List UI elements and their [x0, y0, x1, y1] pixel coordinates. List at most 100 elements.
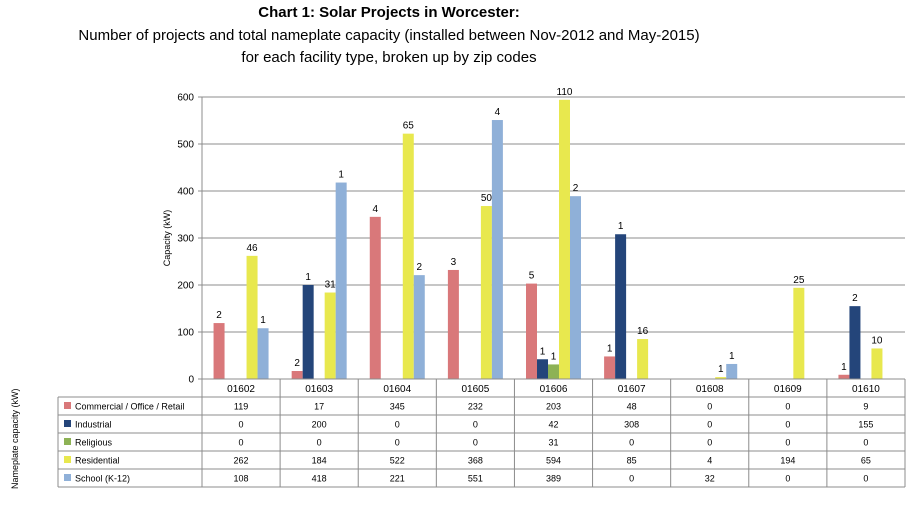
bar-count-label: 2	[573, 183, 579, 194]
bar-count-label: 4	[495, 107, 501, 118]
bar-count-label: 110	[557, 87, 573, 98]
bar-count-label: 1	[338, 170, 344, 181]
y-tick-label: 200	[177, 281, 194, 292]
bar	[715, 377, 727, 379]
bar	[480, 206, 492, 379]
bar	[413, 275, 425, 379]
table-cell-value: 594	[546, 456, 561, 466]
y-tick-label: 100	[177, 328, 194, 339]
bar	[793, 287, 805, 379]
legend-swatch	[64, 438, 71, 445]
category-label: 01607	[618, 384, 646, 395]
table-cell-value: 262	[234, 456, 249, 466]
table-cell-value: 0	[707, 438, 712, 448]
category-label: 01603	[305, 384, 333, 395]
legend-label: School (K-12)	[75, 474, 130, 484]
bar	[559, 99, 570, 379]
category-label: 01605	[461, 384, 489, 395]
bar-count-label: 10	[871, 335, 883, 346]
table-cell-value: 0	[317, 438, 322, 448]
y-tick-label: 400	[177, 187, 194, 198]
bar	[637, 339, 649, 379]
bar-count-label: 2	[852, 293, 858, 304]
bar	[213, 323, 225, 379]
bar	[246, 255, 258, 379]
bar-count-label: 1	[607, 343, 613, 354]
bar-count-label: 3	[451, 257, 457, 268]
legend-label: Religious	[75, 438, 113, 448]
table-cell-value: 65	[861, 456, 871, 466]
table-cell-value: 0	[395, 438, 400, 448]
bar	[849, 306, 861, 379]
bar	[615, 234, 627, 379]
y-tick-label: 0	[188, 375, 194, 386]
table-cell-value: 0	[785, 474, 790, 484]
table-cell-value: 232	[468, 402, 483, 412]
table-cell-value: 0	[629, 474, 634, 484]
table-cell-value: 42	[548, 420, 558, 430]
table-cell-value: 368	[468, 456, 483, 466]
bar-count-label: 1	[718, 364, 724, 375]
y-tick-label: 500	[177, 140, 194, 151]
bar	[604, 356, 616, 379]
table-cell-value: 31	[548, 438, 558, 448]
table-cell-value: 4	[707, 456, 712, 466]
bar	[335, 182, 347, 379]
table-cell-value: 551	[468, 474, 483, 484]
table-cell-value: 0	[863, 438, 868, 448]
bar-count-label: 65	[403, 121, 415, 132]
table-cell-value: 389	[546, 474, 561, 484]
table-cell-value: 0	[863, 474, 868, 484]
bar-count-label: 31	[325, 280, 337, 291]
table-cell-value: 9	[863, 402, 868, 412]
legend-swatch	[64, 474, 71, 481]
bar	[447, 269, 459, 379]
bar-count-label: 1	[729, 351, 735, 362]
chart-title: Chart 1: Solar Projects in Worcester:	[258, 4, 520, 21]
legend-swatch	[64, 402, 71, 409]
bar-count-label: 4	[372, 204, 378, 215]
bar	[302, 285, 314, 379]
table-cell-value: 0	[785, 402, 790, 412]
bar	[570, 196, 581, 379]
table-cell-value: 0	[785, 420, 790, 430]
table-cell-value: 48	[627, 402, 637, 412]
chart-subtitle-line-1: Number of projects and total nameplate c…	[78, 27, 700, 44]
table-cell-value: 184	[312, 456, 327, 466]
bar-count-label: 1	[618, 221, 624, 232]
bar	[838, 374, 850, 379]
table-cell-value: 221	[390, 474, 405, 484]
bar-count-label: 1	[260, 315, 266, 326]
bar	[257, 328, 269, 379]
table-cell-value: 119	[234, 402, 248, 412]
table-cell-value: 0	[707, 402, 712, 412]
table-cell-value: 32	[705, 474, 715, 484]
table-cell-value: 345	[390, 402, 405, 412]
table-cell-value: 17	[314, 402, 324, 412]
table-cell-value: 0	[395, 420, 400, 430]
bar-count-label: 2	[216, 310, 222, 321]
table-cell-value: 308	[624, 420, 639, 430]
table-cell-value: 0	[239, 420, 244, 430]
category-label: 01610	[852, 384, 880, 395]
table-cell-value: 108	[234, 474, 249, 484]
bar	[548, 364, 559, 379]
bar-count-label: 16	[637, 326, 649, 337]
table-cell-value: 418	[312, 474, 327, 484]
table-cell-value: 0	[785, 438, 790, 448]
bar	[324, 292, 336, 379]
table-cell-value: 0	[239, 438, 244, 448]
bar-count-label: 25	[793, 275, 805, 286]
table-cell-value: 155	[858, 420, 873, 430]
y-axis-label: Capacity (kW)	[162, 210, 172, 267]
legend-label: Industrial	[75, 420, 112, 430]
table-cell-value: 194	[780, 456, 795, 466]
bar	[369, 216, 381, 379]
table-cell-value: 0	[629, 438, 634, 448]
y-tick-label: 600	[177, 93, 194, 104]
table-cell-value: 522	[390, 456, 405, 466]
table-cell-value: 0	[473, 420, 478, 430]
y-tick-label: 300	[177, 234, 194, 245]
bar	[291, 371, 303, 379]
